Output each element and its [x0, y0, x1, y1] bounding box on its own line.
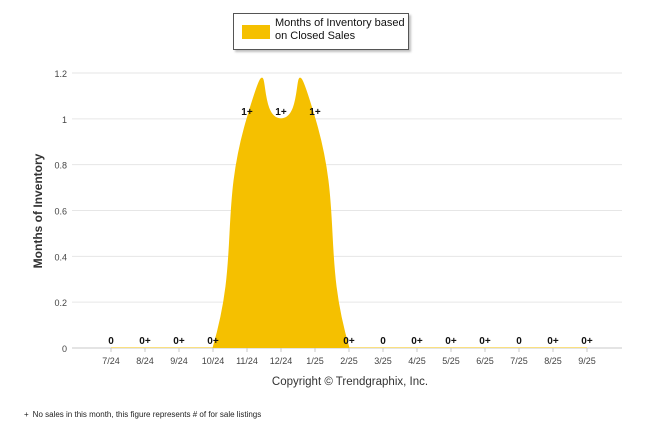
legend-swatch	[242, 25, 270, 39]
x-tick-label: 7/25	[510, 356, 528, 366]
data-label: 1+	[309, 107, 321, 118]
legend: Months of Inventory based on Closed Sale…	[233, 13, 409, 50]
y-tick-label: 0.2	[54, 298, 67, 308]
x-tick-label: 5/25	[442, 356, 460, 366]
x-axis-ticks: 7/24 8/24 9/24 10/24 11/24 12/24 1/25 2/25 3/25 4…	[72, 347, 622, 366]
footnote-marker: +	[24, 410, 29, 419]
y-tick-label: 0.4	[54, 252, 67, 262]
x-tick-label: 7/24	[102, 356, 120, 366]
data-label: 0	[380, 336, 386, 347]
data-label: 0+	[173, 336, 185, 347]
series-area-path	[111, 77, 587, 348]
y-tick-label: 0	[62, 344, 67, 354]
data-label: 0+	[479, 336, 491, 347]
data-label: 0+	[547, 336, 559, 347]
data-label: 0+	[343, 336, 355, 347]
x-tick-label: 4/25	[408, 356, 426, 366]
data-label: 0+	[581, 336, 593, 347]
footnote-text: No sales in this month, this figure repr…	[32, 410, 262, 419]
data-labels: 0 0+ 0+ 0+ 1+ 1+ 1+ 0+ 0 0+ 0+ 0+ 0 0+ 0+	[108, 107, 593, 347]
x-tick-label: 9/24	[170, 356, 188, 366]
x-tick-label: 8/25	[544, 356, 562, 366]
data-label: 1+	[275, 107, 287, 118]
x-tick-label: 2/25	[340, 356, 358, 366]
data-label: 1+	[241, 107, 253, 118]
x-tick-label: 6/25	[476, 356, 494, 366]
series-area	[111, 77, 587, 348]
grid-lines	[72, 72, 622, 349]
data-label: 0+	[411, 336, 423, 347]
copyright-text: Copyright © Trendgraphix, Inc.	[271, 376, 429, 388]
legend-label: Months of Inventory based on Closed Sale…	[275, 17, 405, 42]
data-label: 0+	[139, 336, 151, 347]
y-tick-label: 1.2	[54, 69, 67, 79]
data-label: 0	[108, 336, 114, 347]
y-tick-label: 1	[62, 115, 67, 125]
y-tick-label: 0.8	[54, 161, 67, 171]
x-tick-label: 11/24	[236, 356, 258, 366]
x-tick-label: 10/24	[202, 356, 225, 366]
x-tick-label: 3/25	[374, 356, 392, 366]
data-label: 0+	[445, 336, 457, 347]
x-tick-label: 1/25	[306, 356, 324, 366]
y-tick-label: 0.6	[54, 207, 67, 217]
x-tick-label: 12/24	[270, 356, 293, 366]
data-label: 0	[516, 336, 522, 347]
y-axis-ticks: 0 0.2 0.4 0.6 0.8 1 1.2	[54, 69, 67, 354]
y-axis-title: Months of Inventory	[31, 153, 45, 268]
x-tick-label: 9/25	[578, 356, 596, 366]
footnote: + No sales in this month, this figure rep…	[24, 410, 261, 419]
x-tick-label: 8/24	[136, 356, 154, 366]
data-label: 0+	[207, 336, 219, 347]
